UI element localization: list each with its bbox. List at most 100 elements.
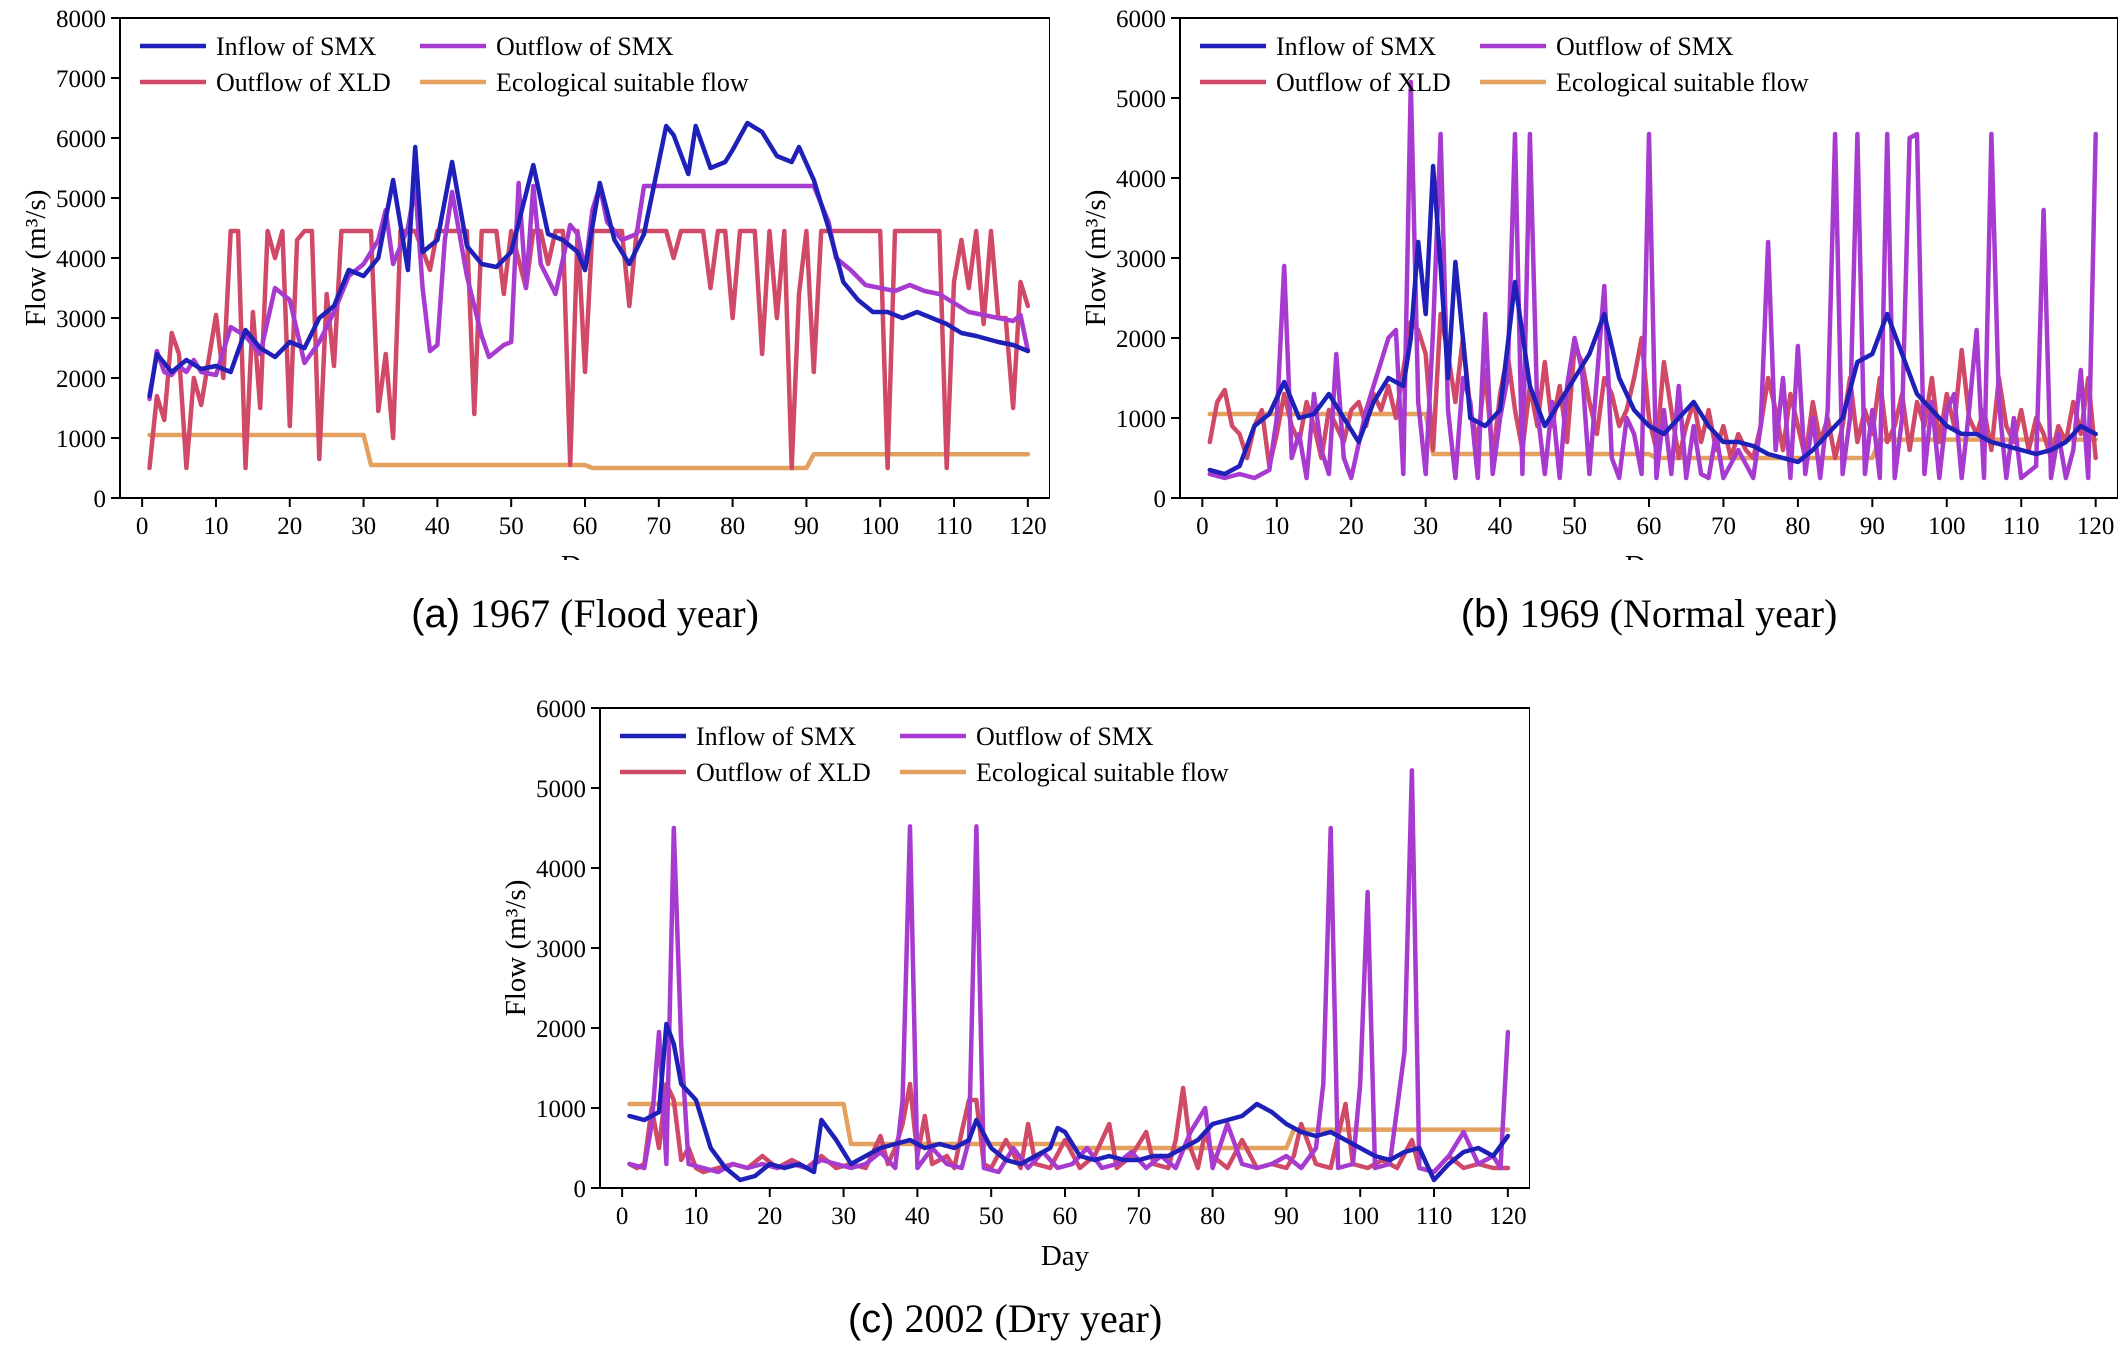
chart-2-series-inflow-smx-line (627, 1021, 1511, 1183)
chart-0-ytick-label-8000: 8000 (56, 6, 106, 33)
chart-1-series-inflow-smx-line (1207, 163, 2098, 477)
chart-1-xtick-label-60: 60 (1637, 513, 1662, 540)
chart-1-ytick-label-0: 0 (1154, 486, 1167, 513)
chart-0-legend-label-eco-flow: Ecological suitable flow (496, 68, 749, 97)
chart-0-xtick-label-40: 40 (425, 513, 450, 540)
chart-0-xtick-label-70: 70 (646, 513, 671, 540)
chart-0-xtick-label-30: 30 (351, 513, 376, 540)
caption-c-label: (c) (847, 1297, 895, 1341)
chart-2-xtick-label-20: 20 (757, 1203, 782, 1230)
chart-1-series-outflow-xld-line (1207, 311, 2098, 469)
chart-0-xtick-label-0: 0 (136, 513, 149, 540)
chart-2-xtick-label-30: 30 (831, 1203, 856, 1230)
chart-1-xtick-label-90: 90 (1860, 513, 1885, 540)
chart-2-xtick-label-0: 0 (616, 1203, 629, 1230)
chart-0-legend-label-outflow-smx: Outflow of SMX (496, 32, 674, 61)
chart-1-xtick-label-70: 70 (1711, 513, 1736, 540)
chart-2-ytick-label-5000: 5000 (536, 776, 586, 803)
chart-0-ytick-label-3000: 3000 (56, 306, 106, 333)
chart-0-ytick-label-7000: 7000 (56, 66, 106, 93)
chart-1-xtick-label-50: 50 (1562, 513, 1587, 540)
chart-0-legend-label-inflow-smx: Inflow of SMX (216, 32, 377, 61)
chart-2-xtick-label-110: 110 (1416, 1203, 1453, 1230)
chart-0-ytick-label-4000: 4000 (56, 246, 106, 273)
chart-0-series-eco-flow-line (147, 432, 1031, 471)
chart-panel-b: 0 10 20 30 40 50 60 70 80 90 100 110 120 0 1000 2000 300… (1060, 0, 2118, 650)
chart-1-xtick-label-80: 80 (1785, 513, 1810, 540)
chart-2-legend-label-inflow-smx: Inflow of SMX (696, 722, 857, 751)
chart-2-legend-label-outflow-xld: Outflow of XLD (696, 758, 871, 787)
chart-2-xtick-label-70: 70 (1126, 1203, 1151, 1230)
chart-1-legend-label-outflow-xld: Outflow of XLD (1276, 68, 1451, 97)
chart-0-legend-label-outflow-xld: Outflow of XLD (216, 68, 391, 97)
chart-1-ytick-label-3000: 3000 (1116, 246, 1166, 273)
chart-1-xtick-label-20: 20 (1339, 513, 1364, 540)
chart-0-xtick-label-50: 50 (499, 513, 524, 540)
caption-b-text: 1969 (Normal year) (1519, 591, 1838, 636)
chart-b-svg: 0 10 20 30 40 50 60 70 80 90 100 110 120 0 1000 2000 300… (1080, 6, 2118, 582)
chart-2-xtick-label-40: 40 (905, 1203, 930, 1230)
chart-2-ytick-label-4000: 4000 (536, 856, 586, 883)
chart-2-xtick-label-100: 100 (1341, 1203, 1379, 1230)
chart-1-xtick-label-120: 120 (2077, 513, 2115, 540)
caption-c-text: 2002 (Dry year) (904, 1296, 1163, 1341)
chart-0-xtick-label-110: 110 (936, 513, 973, 540)
chart-2-ytick-label-3000: 3000 (536, 936, 586, 963)
chart-c-svg: 0 10 20 30 40 50 60 70 80 90 100 110 120 0 1000 2000 300… (500, 696, 1531, 1272)
chart-0-ytick-label-0: 0 (94, 486, 107, 513)
chart-2-legend-label-eco-flow: Ecological suitable flow (976, 758, 1229, 787)
caption-b: (b) 1969 (Normal year) (1180, 590, 2118, 637)
chart-2-y-axis-title: Flow (m³/s) (500, 880, 532, 1017)
chart-1-ytick-label-2000: 2000 (1116, 326, 1166, 353)
chart-0-series-inflow-smx-line (147, 120, 1031, 399)
chart-panel-c: 0 10 20 30 40 50 60 70 80 90 100 110 120 0 1000 2000 300… (480, 680, 1531, 1359)
chart-1-ytick-label-6000: 6000 (1116, 6, 1166, 33)
chart-1-xtick-label-110: 110 (2003, 513, 2040, 540)
chart-2-ytick-label-2000: 2000 (536, 1016, 586, 1043)
chart-a-svg: 0 10 20 30 40 50 60 70 80 90 100 110 120 0 1000 2000 300… (20, 6, 1051, 582)
chart-2-xtick-label-80: 80 (1200, 1203, 1225, 1230)
chart-0-xtick-label-20: 20 (277, 513, 302, 540)
caption-a-text: 1967 (Flood year) (470, 591, 759, 636)
chart-1-legend-label-eco-flow: Ecological suitable flow (1556, 68, 1809, 97)
chart-1-x-axis-title: Day (1625, 550, 1674, 560)
chart-0-xtick-label-90: 90 (794, 513, 819, 540)
chart-2-xtick-label-50: 50 (979, 1203, 1004, 1230)
chart-1-ytick-label-4000: 4000 (1116, 166, 1166, 193)
chart-1-legend-label-outflow-smx: Outflow of SMX (1556, 32, 1734, 61)
chart-0-series-outflow-smx-line (147, 180, 1031, 402)
chart-1-legend-label-inflow-smx: Inflow of SMX (1276, 32, 1437, 61)
chart-2-x-axis-title: Day (1041, 1240, 1090, 1272)
chart-1-series-outflow-smx-line (1207, 79, 2098, 481)
chart-1-xtick-label-30: 30 (1413, 513, 1438, 540)
chart-0-ytick-label-5000: 5000 (56, 186, 106, 213)
chart-2-legend-label-outflow-smx: Outflow of SMX (976, 722, 1154, 751)
chart-0-xtick-label-10: 10 (203, 513, 228, 540)
chart-2-xtick-label-90: 90 (1274, 1203, 1299, 1230)
chart-2-xtick-label-120: 120 (1489, 1203, 1527, 1230)
chart-2-xtick-label-60: 60 (1053, 1203, 1078, 1230)
chart-0-ytick-label-1000: 1000 (56, 426, 106, 453)
chart-2-ytick-label-0: 0 (574, 1176, 587, 1203)
chart-0-x-axis-title: Day (561, 550, 610, 560)
chart-1-xtick-label-10: 10 (1264, 513, 1289, 540)
chart-0-ytick-label-6000: 6000 (56, 126, 106, 153)
chart-0-xtick-label-60: 60 (573, 513, 598, 540)
chart-1-ytick-label-1000: 1000 (1116, 406, 1166, 433)
chart-0-y-axis-title: Flow (m³/s) (20, 190, 52, 327)
chart-2-ytick-label-6000: 6000 (536, 696, 586, 723)
caption-b-label: (b) (1460, 592, 1510, 636)
chart-0-xtick-label-100: 100 (861, 513, 899, 540)
caption-a-label: (a) (411, 592, 461, 636)
chart-1-xtick-label-40: 40 (1488, 513, 1513, 540)
chart-1-ytick-label-5000: 5000 (1116, 86, 1166, 113)
chart-1-xtick-label-100: 100 (1928, 513, 1966, 540)
chart-0-xtick-label-120: 120 (1009, 513, 1047, 540)
chart-panel-a: 0 10 20 30 40 50 60 70 80 90 100 110 120 0 1000 2000 300… (0, 0, 1051, 650)
chart-1-y-axis-title: Flow (m³/s) (1080, 190, 1112, 327)
caption-a: (a) 1967 (Flood year) (120, 590, 1050, 637)
chart-2-xtick-label-10: 10 (683, 1203, 708, 1230)
chart-0-xtick-label-80: 80 (720, 513, 745, 540)
chart-0-ytick-label-2000: 2000 (56, 366, 106, 393)
chart-1-xtick-label-0: 0 (1196, 513, 1209, 540)
